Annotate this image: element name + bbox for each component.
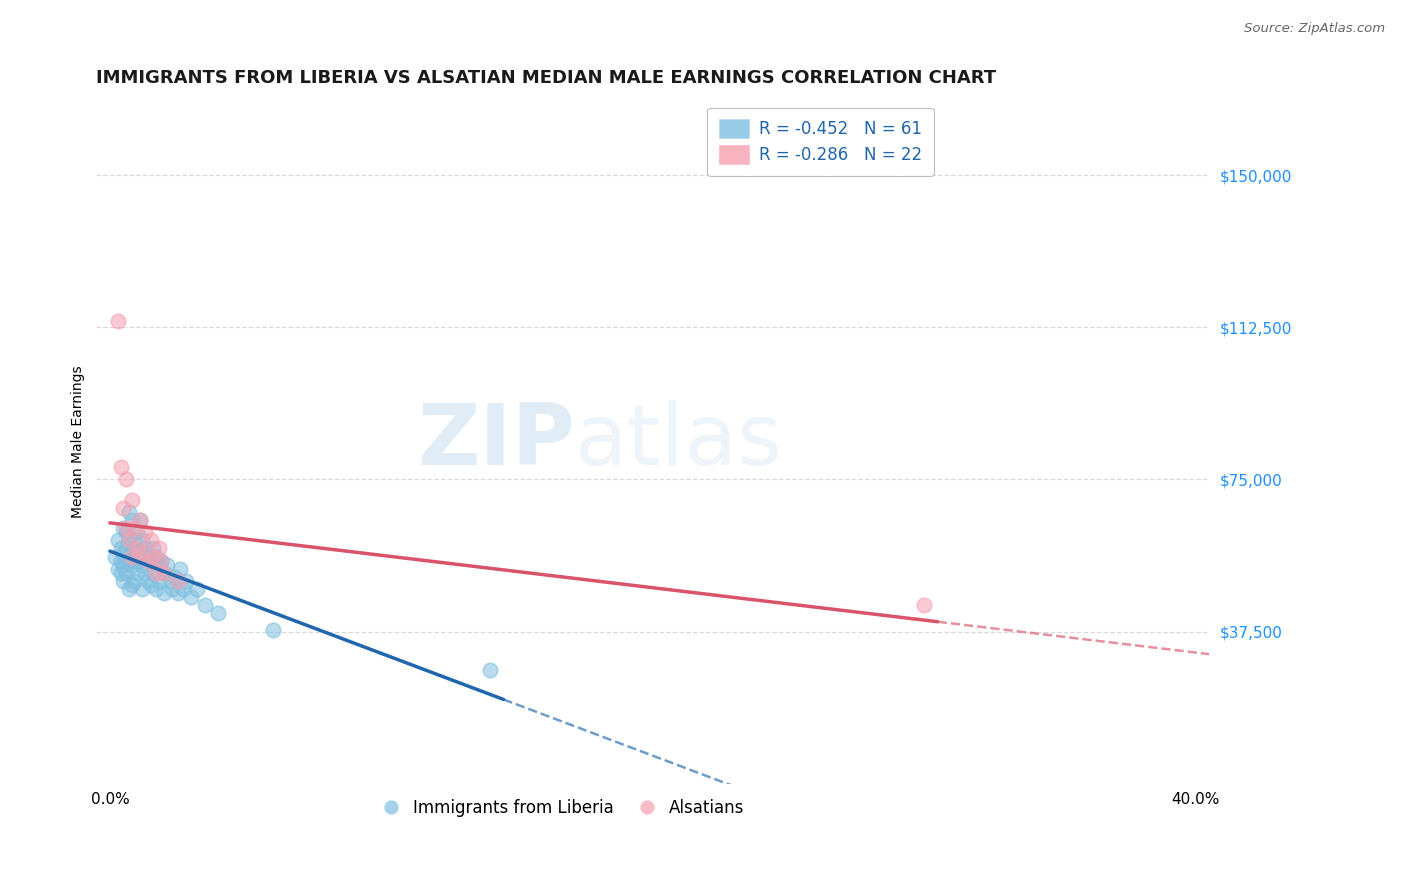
Text: Source: ZipAtlas.com: Source: ZipAtlas.com: [1244, 22, 1385, 36]
Point: [112, 545, 135, 559]
Point: [128, 513, 150, 527]
Point: [148, 541, 170, 556]
Point: [142, 566, 165, 580]
Point: [118, 554, 141, 568]
Point: [131, 545, 153, 559]
Point: [162, 582, 184, 596]
Point: [207, 607, 229, 621]
Point: [125, 541, 148, 556]
Point: [124, 521, 146, 535]
Point: [156, 558, 179, 572]
Point: [153, 586, 176, 600]
Point: [125, 545, 148, 559]
Point: [478, 663, 501, 677]
Point: [145, 549, 167, 564]
Point: [121, 578, 143, 592]
Point: [148, 574, 170, 588]
Point: [112, 500, 135, 515]
Point: [136, 549, 159, 564]
Point: [139, 533, 162, 548]
Point: [134, 541, 156, 556]
Point: [169, 562, 191, 576]
Point: [115, 525, 138, 540]
Point: [150, 554, 173, 568]
Point: [121, 549, 143, 564]
Point: [136, 554, 159, 568]
Point: [104, 549, 127, 564]
Point: [121, 541, 143, 556]
Point: [912, 599, 935, 613]
Point: [153, 566, 176, 580]
Point: [186, 582, 208, 596]
Point: [115, 541, 138, 556]
Point: [110, 566, 132, 580]
Point: [172, 582, 194, 596]
Point: [150, 554, 173, 568]
Point: [118, 505, 141, 519]
Text: atlas: atlas: [575, 400, 783, 483]
Point: [107, 562, 129, 576]
Point: [262, 623, 284, 637]
Point: [125, 566, 148, 580]
Point: [115, 521, 138, 535]
Point: [131, 582, 153, 596]
Point: [145, 566, 167, 580]
Point: [118, 533, 141, 548]
Point: [121, 492, 143, 507]
Point: [128, 554, 150, 568]
Point: [153, 566, 176, 580]
Point: [139, 554, 162, 568]
Y-axis label: Median Male Earnings: Median Male Earnings: [72, 365, 86, 517]
Point: [124, 574, 146, 588]
Point: [121, 558, 143, 572]
Point: [118, 533, 141, 548]
Point: [145, 582, 167, 596]
Point: [139, 578, 162, 592]
Point: [128, 513, 150, 527]
Point: [115, 473, 138, 487]
Point: [124, 554, 146, 568]
Point: [174, 574, 197, 588]
Point: [159, 574, 181, 588]
Point: [107, 533, 129, 548]
Point: [148, 558, 170, 572]
Point: [136, 574, 159, 588]
Point: [142, 541, 165, 556]
Text: ZIP: ZIP: [418, 400, 575, 483]
Point: [131, 558, 153, 572]
Point: [110, 541, 132, 556]
Point: [180, 590, 202, 604]
Text: IMMIGRANTS FROM LIBERIA VS ALSATIAN MEDIAN MALE EARNINGS CORRELATION CHART: IMMIGRANTS FROM LIBERIA VS ALSATIAN MEDI…: [97, 69, 997, 87]
Point: [165, 570, 187, 584]
Point: [121, 513, 143, 527]
Point: [115, 566, 138, 580]
Point: [134, 566, 156, 580]
Point: [194, 599, 217, 613]
Point: [124, 533, 146, 548]
Point: [166, 586, 188, 600]
Point: [166, 574, 188, 588]
Point: [110, 554, 132, 568]
Point: [112, 558, 135, 572]
Legend: Immigrants from Liberia, Alsatians: Immigrants from Liberia, Alsatians: [377, 792, 751, 823]
Point: [131, 533, 153, 548]
Point: [134, 525, 156, 540]
Point: [107, 314, 129, 328]
Point: [112, 521, 135, 535]
Point: [112, 574, 135, 588]
Point: [110, 460, 132, 475]
Point: [118, 582, 141, 596]
Point: [142, 549, 165, 564]
Point: [125, 525, 148, 540]
